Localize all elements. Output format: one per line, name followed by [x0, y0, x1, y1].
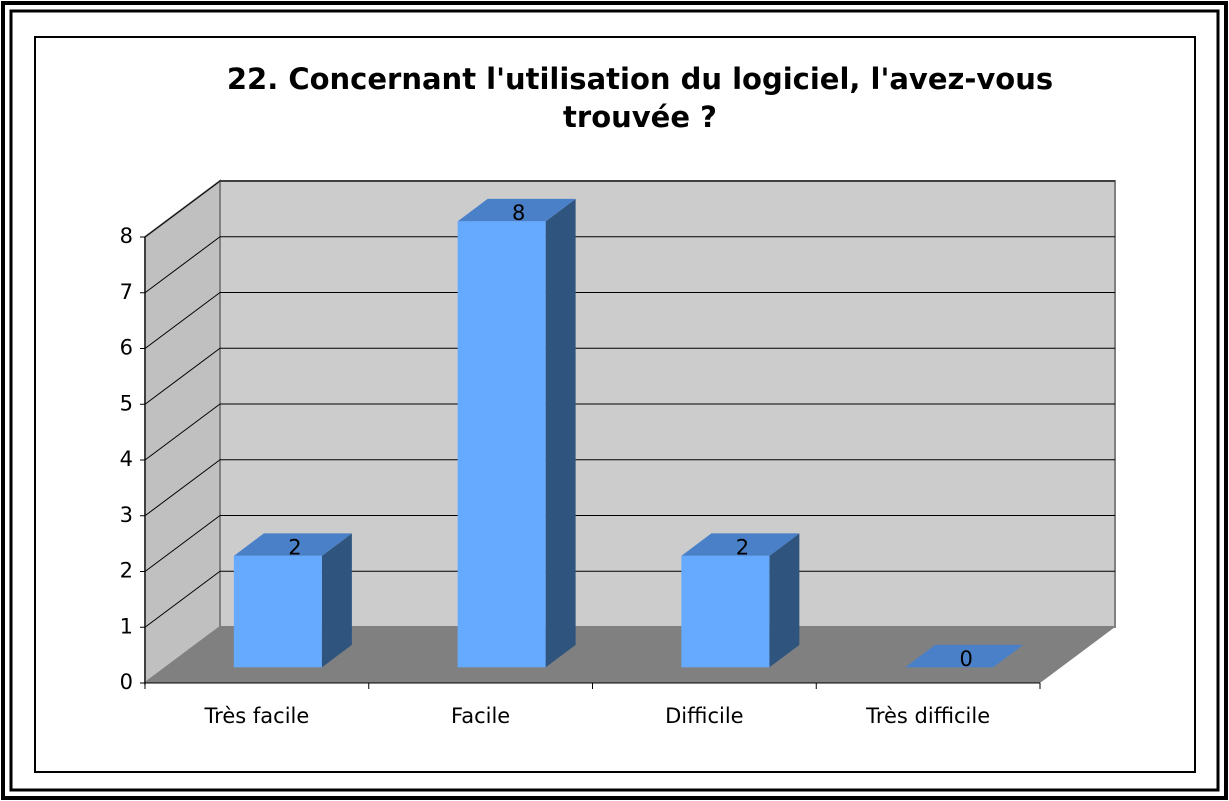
chart-title: 22. Concernant l'utilisation du logiciel… — [226, 62, 1054, 134]
grid-line — [144, 459, 221, 517]
bar — [457, 221, 546, 668]
y-tick-label: 4 — [120, 447, 133, 471]
bar-top — [233, 533, 352, 556]
data-label: 2 — [288, 536, 301, 560]
x-tick-label: Difficile — [665, 704, 743, 728]
grid-line — [144, 236, 221, 294]
bar — [681, 555, 770, 668]
y-tick-label: 1 — [120, 614, 133, 638]
grid-line — [144, 570, 221, 628]
y-tick-label: 3 — [120, 503, 133, 527]
data-label: 0 — [959, 647, 972, 671]
x-tick-label: Facile — [451, 704, 510, 728]
bar-top — [457, 198, 576, 222]
bar-top — [905, 644, 1024, 668]
grid-line — [144, 515, 221, 572]
x-tick-label: Très difficile — [865, 704, 990, 728]
outer-border-inner — [9, 9, 1220, 792]
x-tick-label: Très facile — [203, 704, 309, 728]
bar-side — [769, 533, 800, 668]
y-tick-label: 2 — [120, 559, 133, 583]
bar-top — [681, 533, 800, 556]
grid-line — [144, 292, 221, 349]
floor — [145, 627, 1115, 683]
data-label: 8 — [512, 201, 525, 225]
y-tick-label: 0 — [120, 670, 133, 694]
bar — [233, 555, 322, 668]
data-label: 2 — [736, 536, 749, 560]
bar-side — [321, 533, 352, 668]
grid-line — [144, 403, 221, 461]
y-tick-label: 6 — [120, 336, 133, 360]
bar-side — [545, 198, 576, 668]
grid-line — [144, 347, 221, 405]
grid-line — [144, 180, 221, 238]
y-tick-label: 5 — [120, 391, 133, 415]
y-tick-label: 7 — [120, 280, 133, 304]
y-tick-label: 8 — [120, 224, 133, 248]
